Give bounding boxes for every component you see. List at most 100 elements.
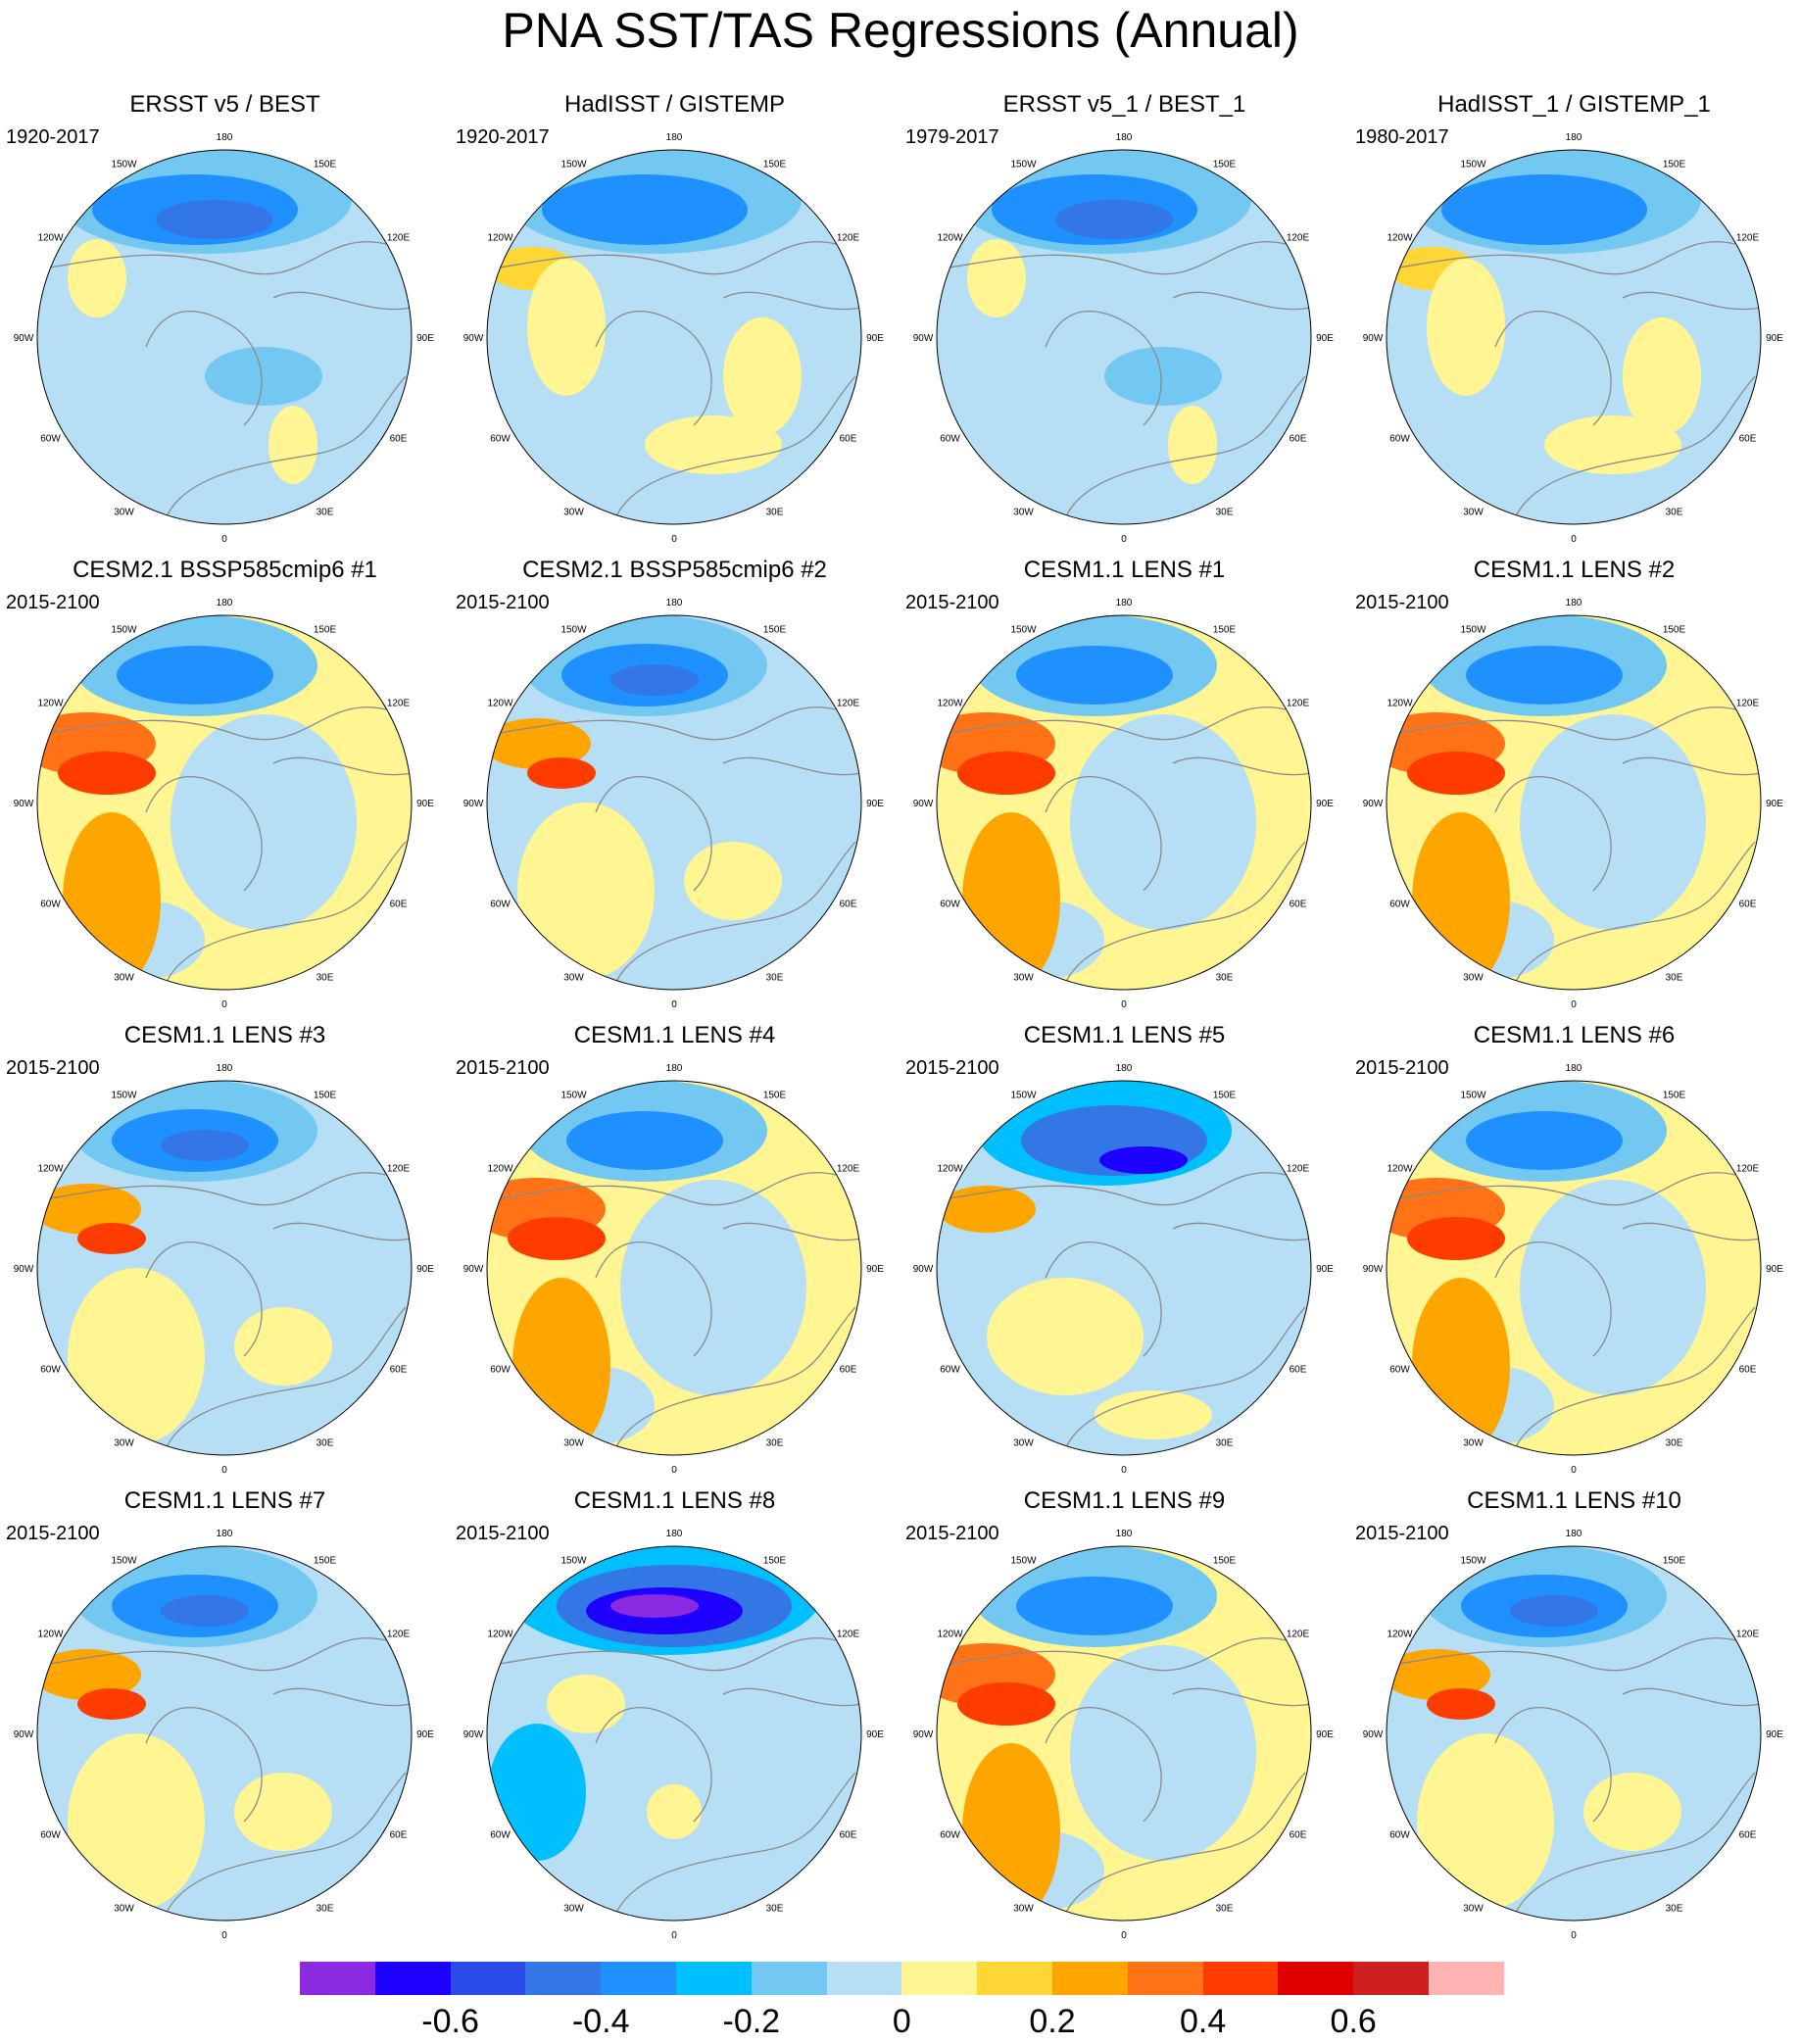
longitude-label: 0 [1571, 1930, 1577, 1941]
anomaly-region [77, 1223, 146, 1254]
anomaly-region [1070, 714, 1256, 930]
longitude-label: 120W [37, 1630, 64, 1640]
longitude-label: 90E [1766, 333, 1783, 344]
map-border [1386, 1545, 1762, 1922]
longitude-label: 60E [840, 900, 857, 910]
longitude-label: 90E [1316, 1729, 1334, 1740]
longitude-label: 120W [937, 1164, 963, 1175]
coastline [614, 375, 856, 519]
coastline [942, 1172, 1287, 1206]
longitude-label: 180 [666, 598, 683, 608]
anomaly-region [1095, 1390, 1212, 1439]
longitude-label: 0 [671, 534, 677, 545]
longitude-label: 180 [217, 1063, 233, 1074]
longitude-label: 60E [1739, 900, 1757, 910]
colorbar-box [1051, 1962, 1128, 1995]
longitude-label: 60E [1290, 434, 1307, 445]
polar-map: 180 150E 120E 90E 60E 30E 0 30W 60W 90W 120W 150W [1363, 1063, 1784, 1476]
longitude-label: 120W [937, 1630, 963, 1640]
longitude-label: 30E [316, 973, 334, 984]
longitude-label: 120E [387, 1630, 411, 1640]
longitude-label: 180 [666, 132, 683, 143]
panel-title: CESM1.1 LENS #3 [123, 1022, 326, 1048]
coastline [1064, 1772, 1306, 1916]
longitude-label: 90E [866, 1729, 884, 1740]
polar-map: 180 150E 120E 90E 60E 30E 0 30W 60W 90W 120W 150W [463, 132, 885, 545]
colorbar-tick-label: -0.6 [421, 2003, 479, 2040]
map-border [486, 614, 862, 991]
anomaly-region [527, 757, 596, 789]
longitude-label: 30W [114, 1438, 134, 1449]
longitude-label: 150E [1213, 625, 1237, 636]
longitude-label: 30W [563, 1438, 584, 1449]
anomaly-region [1016, 1577, 1173, 1635]
anomaly-region [1104, 347, 1222, 406]
anomaly-region [610, 664, 699, 696]
longitude-label: 120E [837, 233, 860, 244]
anomaly-region [508, 1217, 606, 1260]
map-panel: 180 150E 120E 90E 60E 30E 0 30W 60W 90W 120W 150W Ha… [1349, 90, 1799, 556]
longitude-label: 150E [1213, 1556, 1237, 1567]
longitude-label: 180 [666, 1529, 683, 1539]
longitude-label: 150W [560, 160, 587, 170]
panel-period: 2015-2100 [905, 592, 999, 613]
longitude-label: 120E [1736, 1164, 1760, 1175]
colorbar-box [525, 1962, 602, 1995]
panel-title: CESM2.1 BSSP585cmip6 #2 [522, 557, 827, 583]
map-border [486, 1080, 862, 1456]
longitude-label: 120E [837, 699, 860, 709]
longitude-label: 90W [14, 1264, 34, 1275]
longitude-label: 180 [217, 132, 233, 143]
coastline [165, 1772, 407, 1916]
polar-map: 180 150E 120E 90E 60E 30E 0 30W 60W 90W 120W 150W [1363, 132, 1784, 545]
colorbar-box [675, 1962, 752, 1995]
longitude-label: 0 [221, 999, 227, 1010]
colorbar-box [601, 1962, 676, 1995]
polar-map: 180 150E 120E 90E 60E 30E 0 30W 60W 90W 120W 150W [14, 598, 435, 1010]
polar-map: 180 150E 120E 90E 60E 30E 0 30W 60W 90W 120W 150W [1363, 1529, 1784, 1941]
anomaly-region [1520, 1180, 1706, 1395]
colorbar-tick-label: -0.4 [571, 2003, 630, 2040]
longitude-label: 0 [1571, 534, 1577, 545]
longitude-label: 0 [671, 999, 677, 1010]
anomaly-region [938, 1186, 1036, 1233]
longitude-label: 120W [37, 699, 64, 709]
longitude-label: 150W [111, 1556, 137, 1567]
longitude-label: 60W [1389, 434, 1410, 445]
anomaly-region [610, 1594, 699, 1618]
longitude-label: 0 [1121, 999, 1127, 1010]
longitude-label: 150E [763, 1556, 787, 1567]
colorbar-box [450, 1962, 526, 1995]
longitude-label: 0 [221, 1465, 227, 1476]
coastline [614, 1772, 856, 1916]
longitude-label: 120W [937, 699, 963, 709]
coastline [1494, 311, 1612, 426]
anomaly-region [1441, 174, 1647, 245]
map-border [1386, 614, 1762, 991]
longitude-label: 90W [1363, 333, 1384, 344]
longitude-label: 60W [1389, 900, 1410, 910]
anomaly-region [1099, 1146, 1188, 1174]
longitude-label: 150E [314, 625, 337, 636]
anomaly-region [542, 174, 748, 245]
longitude-label: 30E [1666, 1904, 1683, 1915]
longitude-label: 90E [866, 333, 884, 344]
panel-title: CESM1.1 LENS #4 [573, 1022, 776, 1048]
longitude-label: 60E [840, 1365, 857, 1376]
longitude-label: 60W [40, 900, 61, 910]
map-panel: 180 150E 120E 90E 60E 30E 0 30W 60W 90W 120W 150W CE… [900, 1486, 1349, 1952]
longitude-label: 90W [463, 1729, 484, 1740]
longitude-label: 120W [1387, 233, 1413, 244]
longitude-label: 30E [1216, 508, 1234, 518]
coastline [1391, 1637, 1736, 1672]
longitude-label: 60E [1739, 1365, 1757, 1376]
coastline [1064, 375, 1306, 519]
longitude-label: 150E [1663, 1556, 1686, 1567]
map-panel: 180 150E 120E 90E 60E 30E 0 30W 60W 90W 120W 150W CE… [1349, 1486, 1799, 1952]
longitude-label: 120E [1287, 233, 1310, 244]
longitude-label: 30E [1216, 1904, 1234, 1915]
coastline [1172, 1687, 1311, 1707]
longitude-label: 150E [1213, 160, 1237, 170]
coastline [42, 241, 387, 275]
map-border [486, 1545, 862, 1922]
